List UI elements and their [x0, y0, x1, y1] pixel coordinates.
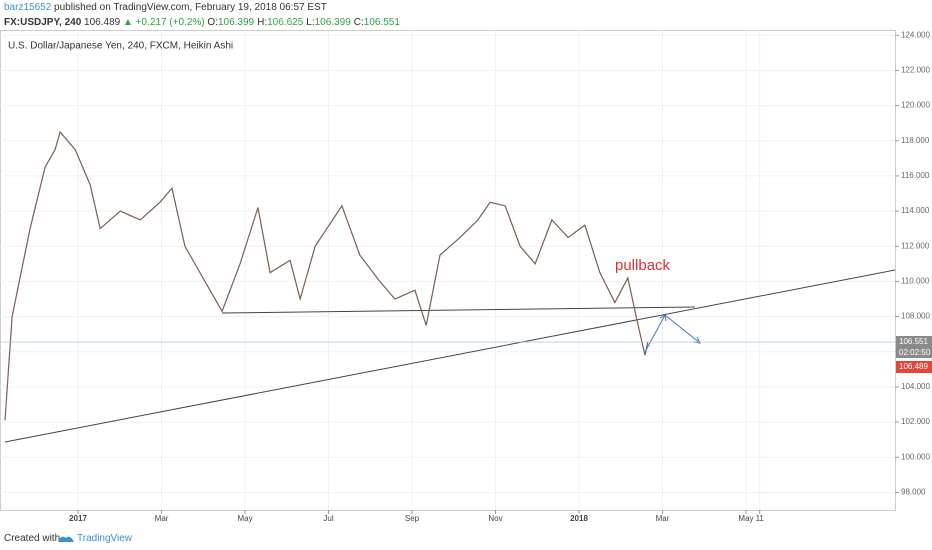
- x-tick-label: Mar: [656, 514, 670, 523]
- chart-title: U.S. Dollar/Japanese Yen, 240, FXCM, Hei…: [8, 41, 233, 52]
- price-box: [896, 336, 932, 358]
- footer: Created with TradingView: [0, 526, 932, 550]
- y-tick-label: 100.000: [901, 452, 930, 461]
- last-price: 106.489: [84, 17, 121, 28]
- last-price-box: [896, 361, 932, 373]
- x-tick-label: May: [237, 514, 252, 523]
- projection-arrow: [644, 314, 701, 353]
- y-tick-label: 98.000: [901, 488, 926, 497]
- ohlc-label: O:: [207, 17, 218, 28]
- x-tick-label: Jul: [323, 514, 333, 523]
- username[interactable]: barz15652: [4, 2, 52, 13]
- y-tick-label: 120.000: [901, 101, 930, 110]
- ohlc-value: 106.551: [363, 17, 400, 28]
- y-tick-label: 116.000: [901, 171, 930, 180]
- publish-line: barz15652 published on TradingView.com, …: [4, 2, 327, 13]
- y-tick-label: 118.000: [901, 136, 930, 145]
- price-line: [4, 130, 649, 421]
- last-price-label: 106.489: [899, 362, 928, 371]
- header: barz15652 published on TradingView.com, …: [0, 0, 932, 30]
- x-tick-label: Sep: [405, 514, 420, 523]
- x-tick-label: 2017: [69, 514, 87, 523]
- x-tick-label: Mar: [155, 514, 169, 523]
- symbol: FX:USDJPY, 240: [4, 17, 82, 28]
- ohlc-value: 106.625: [267, 17, 304, 28]
- arrow-head: [659, 314, 667, 322]
- x-tick-label: Nov: [488, 514, 502, 523]
- y-tick-label: 104.000: [901, 382, 930, 391]
- y-tick-label: 110.000: [901, 277, 930, 286]
- ohlc: O:106.399 H:106.625 L:106.399 C:106.551: [207, 17, 403, 28]
- plot-frame: [0, 30, 896, 511]
- support-line: [221, 306, 696, 314]
- change: ▲ +0.217 (+0.2%): [122, 17, 205, 28]
- annotation: pullback: [615, 257, 671, 274]
- y-tick-label: 112.000: [901, 241, 930, 250]
- ohlc-label: L:: [306, 17, 315, 28]
- x-tick-label: May: [738, 514, 753, 523]
- y-tick-label: 114.000: [901, 206, 930, 215]
- ohlc-label: C:: [353, 17, 364, 28]
- price-label: 106.551: [899, 337, 928, 346]
- y-tick-label: 122.000: [901, 66, 930, 75]
- y-tick-label: 124.000: [901, 30, 930, 39]
- y-tick-label: 102.000: [901, 417, 930, 426]
- logo-icon: [58, 536, 74, 542]
- publish-text: published on TradingView.com, February 1…: [54, 2, 327, 13]
- quote-line: FX:USDJPY, 240 106.489 ▲ +0.217 (+0.2%) …: [4, 17, 403, 28]
- trend-line: [4, 269, 896, 443]
- x-tick-label: 11: [756, 514, 765, 523]
- ohlc-value: 106.399: [314, 17, 351, 28]
- created-with: Created with: [4, 533, 61, 544]
- ohlc-label: H:: [257, 17, 268, 28]
- chart: 98.000100.000102.000104.000106.000108.00…: [0, 30, 932, 523]
- x-tick-label: 2018: [570, 514, 588, 523]
- y-tick-label: 108.000: [901, 312, 930, 321]
- timer-label: 02:02:50: [899, 348, 931, 357]
- ohlc-value: 106.399: [217, 17, 255, 28]
- brand[interactable]: TradingView: [77, 533, 133, 544]
